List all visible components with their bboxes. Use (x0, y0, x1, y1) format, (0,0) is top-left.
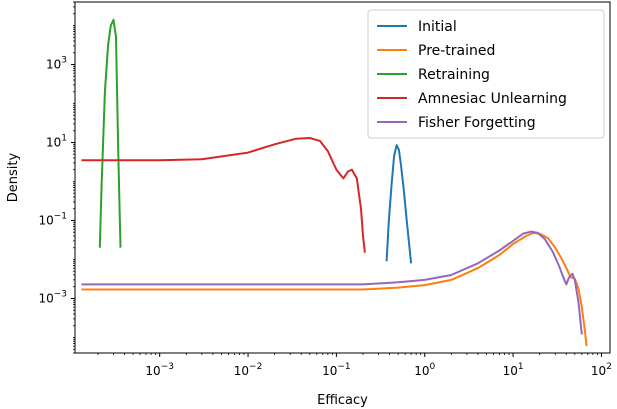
y-axis-label: Density (6, 152, 21, 202)
series-line-2 (98, 18, 122, 248)
y-tick-label: 10−1 (38, 211, 67, 227)
series-line-0 (385, 144, 413, 264)
x-axis-label: Efficacy (317, 393, 368, 408)
y-tick-label: 101 (46, 133, 67, 149)
legend-label: Initial (418, 19, 457, 35)
legend-box (367, 9, 605, 139)
x-tick-label: 10−1 (322, 362, 351, 378)
y-tick-label: 103 (46, 55, 67, 71)
series-line-4 (81, 230, 583, 335)
legend-label: Pre-trained (418, 43, 495, 59)
series-line-1 (81, 231, 588, 347)
series-line-3 (81, 137, 366, 253)
plot-frame (74, 1, 611, 354)
y-axis: 10−3 10−1 101 103 (38, 1, 75, 354)
x-axis: 10−3 10−2 10−1 100 101 102 (97, 353, 612, 378)
legend-label: Fisher Forgetting (418, 115, 536, 131)
legend: Initial Pre-trained Retraining Amnesiac Unl… (367, 9, 605, 139)
legend-label: Amnesiac Unlearning (418, 91, 567, 107)
y-tick-label: 10−3 (38, 289, 67, 305)
x-tick-label: 10−3 (145, 362, 174, 378)
series-layer (81, 18, 588, 347)
x-tick-label: 101 (503, 362, 524, 378)
x-tick-label: 10−2 (234, 362, 263, 378)
x-tick-label: 100 (414, 362, 435, 378)
legend-label: Retraining (418, 67, 490, 83)
x-tick-label: 102 (591, 362, 612, 378)
